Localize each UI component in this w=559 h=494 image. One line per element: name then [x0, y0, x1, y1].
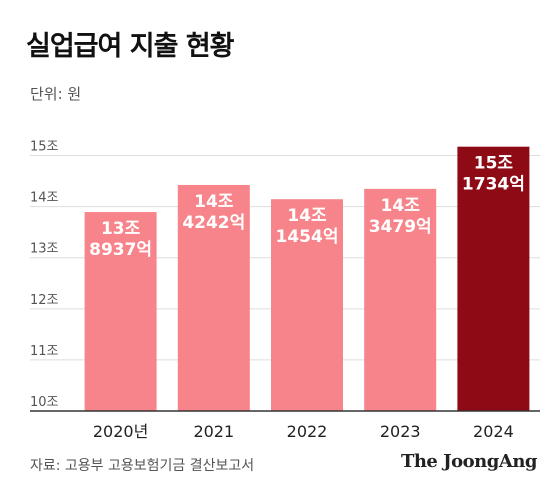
x-tick-label: 2020년	[93, 422, 148, 441]
source-note: 자료: 고용부 고용보험기금 결산보고서	[30, 458, 255, 474]
y-tick-label: 13조	[30, 242, 59, 257]
y-tick-label: 15조	[30, 140, 59, 155]
data-label: 14조	[194, 192, 234, 212]
data-label: 1734억	[462, 175, 525, 195]
x-tick-label: 2022	[287, 422, 328, 441]
unit-label: 단위: 원	[30, 85, 82, 103]
bar	[364, 188, 437, 411]
y-tick-label: 12조	[30, 293, 59, 308]
bar	[271, 199, 343, 411]
y-tick-label: 11조	[30, 344, 59, 359]
bars-layer	[84, 146, 530, 412]
data-label: 14조	[287, 206, 327, 226]
chart-title: 실업급여 지출 현황	[26, 31, 235, 62]
data-label: 8937억	[89, 240, 152, 260]
brand-logo: The JoongAng	[400, 451, 538, 472]
data-label: 14조	[381, 196, 421, 216]
data-label: 15조	[474, 154, 514, 174]
y-tick-label: 10조	[30, 395, 59, 410]
data-label: 1454억	[276, 227, 339, 247]
axis-layer: 10조 11조 12조 13조 14조 15조 2020년 2021 2022 2023 2024	[30, 140, 540, 441]
x-tick-label: 2024	[473, 422, 514, 441]
data-label: 3479억	[369, 217, 432, 237]
bar	[84, 212, 157, 411]
data-label: 4242억	[182, 213, 245, 233]
y-tick-label: 14조	[30, 191, 59, 206]
bar	[177, 184, 250, 411]
data-label: 13조	[101, 219, 141, 239]
x-tick-label: 2021	[193, 422, 234, 441]
x-tick-label: 2023	[380, 422, 421, 441]
bar	[457, 146, 530, 412]
